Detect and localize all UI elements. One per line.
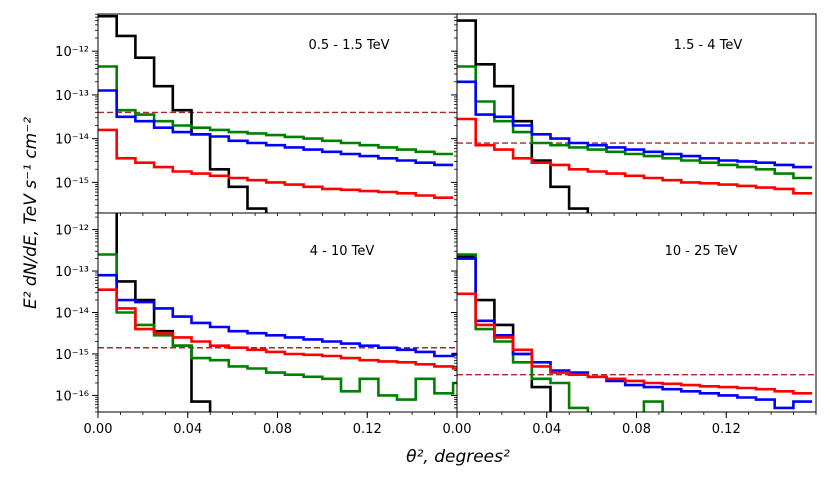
series-red bbox=[98, 128, 454, 199]
series-red bbox=[457, 117, 813, 195]
x-tick-label: 0.04 bbox=[532, 422, 561, 437]
y-tick-label: 10⁻¹⁵ bbox=[55, 348, 89, 363]
series-red bbox=[457, 292, 813, 395]
series-black bbox=[98, 14, 268, 213]
x-tick-label: 0.00 bbox=[84, 422, 113, 437]
y-tick-label: 10⁻¹² bbox=[55, 45, 89, 60]
y-tick-label: 10⁻¹⁶ bbox=[55, 389, 89, 404]
panel-label: 1.5 - 4 TeV bbox=[674, 38, 743, 53]
panel-label: 4 - 10 TeV bbox=[310, 244, 375, 259]
panel-4: 0.00 0.04 0.08 0.12 10 - 25 TeV bbox=[443, 212, 817, 437]
x-tick-label: 0.12 bbox=[712, 422, 741, 437]
y-tick-label: 10⁻¹³ bbox=[55, 265, 89, 280]
series-blue bbox=[457, 80, 813, 169]
series-green bbox=[98, 253, 457, 401]
x-tick-label: 0.12 bbox=[353, 422, 382, 437]
series-blue bbox=[457, 257, 813, 410]
plot-area bbox=[98, 213, 457, 412]
x-tick-label: 0.08 bbox=[622, 422, 651, 437]
y-axis-title: E² dN/dE, TeV s⁻¹ cm⁻² bbox=[21, 117, 41, 309]
y-tick-label: 10⁻¹⁴ bbox=[55, 307, 89, 322]
series-red bbox=[98, 288, 457, 370]
panel-label: 0.5 - 1.5 TeV bbox=[308, 38, 389, 53]
x-tick-label: 0.00 bbox=[443, 422, 472, 437]
y-tick-label: 10⁻¹⁵ bbox=[55, 176, 89, 191]
plot-area bbox=[457, 253, 816, 412]
panel-2: 1.5 - 4 TeV bbox=[451, 13, 817, 216]
series-green bbox=[457, 65, 813, 180]
plot-area bbox=[457, 19, 816, 213]
series-green bbox=[457, 253, 664, 412]
panel-label: 10 - 25 TeV bbox=[665, 244, 738, 259]
series-blue bbox=[98, 89, 454, 167]
y-tick-label: 10⁻¹⁴ bbox=[55, 133, 89, 148]
x-axis-title: θ², degrees² bbox=[406, 447, 510, 467]
series-green bbox=[98, 65, 454, 156]
series-black bbox=[457, 19, 590, 213]
y-tick-label: 10⁻¹³ bbox=[55, 89, 89, 104]
x-tick-label: 0.04 bbox=[173, 422, 202, 437]
plot-area bbox=[98, 14, 457, 213]
panel-frame bbox=[456, 13, 817, 214]
y-tick-label: 10⁻¹² bbox=[55, 224, 89, 239]
panels: 10⁻¹² 10⁻¹³ 10⁻¹⁴ 10⁻¹⁵ 0.5 - 1.5 TeV 1.5 - 4… bbox=[55, 13, 817, 437]
panel-frame bbox=[97, 212, 458, 413]
x-tick-label: 0.08 bbox=[263, 422, 292, 437]
panel-3: 0.00 0.04 0.08 0.12 10⁻¹² 10⁻¹³ 10⁻¹⁴ 10⁻¹⁵ 10⁻¹… bbox=[55, 212, 458, 437]
series-black bbox=[115, 213, 212, 412]
series-blue bbox=[98, 273, 457, 358]
